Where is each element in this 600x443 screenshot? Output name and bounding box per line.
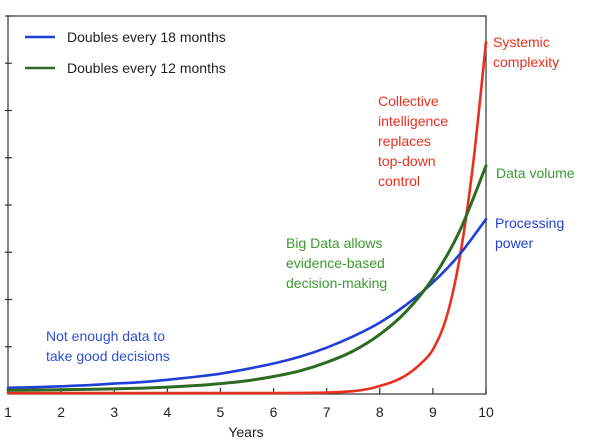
legend-label-12-months: Doubles every 12 months: [67, 60, 226, 76]
annotation-not-enough-data: Not enough data to: [46, 328, 165, 344]
x-tick-label: 2: [57, 404, 65, 420]
series-lines: [6, 40, 488, 395]
series-line-data-volume: [6, 164, 488, 392]
x-tick-label: 7: [323, 404, 331, 420]
annotation-collective-intelligence: intelligence: [378, 113, 448, 129]
x-tick-label: 5: [217, 404, 225, 420]
legend-label-18-months: Doubles every 18 months: [67, 29, 226, 45]
annotation-collective-intelligence: control: [378, 173, 420, 189]
series-label-processing-power: power: [495, 235, 533, 251]
series-label-systemic-complexity: complexity: [493, 54, 559, 70]
x-tick-label: 10: [478, 404, 494, 420]
series-label-data-volume: Data volume: [496, 165, 575, 181]
x-tick-label: 9: [429, 404, 437, 420]
annotations: Systemic complexity Data volume Processing p…: [46, 34, 575, 364]
series-line-processing-power: [6, 217, 488, 390]
series-label-processing-power: Processing: [495, 215, 564, 231]
x-tick-label: 8: [376, 404, 384, 420]
annotation-collective-intelligence: replaces: [378, 133, 431, 149]
annotation-collective-intelligence: Collective: [378, 93, 439, 109]
legend: Doubles every 18 months Doubles every 12…: [25, 29, 226, 76]
series-line-systemic-complexity: [6, 40, 488, 395]
annotation-big-data: evidence-based: [286, 255, 385, 271]
x-tick-label: 6: [270, 404, 278, 420]
annotation-collective-intelligence: top-down: [378, 153, 436, 169]
series-label-systemic-complexity: Systemic: [493, 34, 550, 50]
x-axis-label: Years: [228, 424, 263, 440]
x-tick-label: 4: [163, 404, 171, 420]
x-tick-label: 3: [110, 404, 118, 420]
annotation-big-data: Big Data allows: [286, 235, 383, 251]
x-tick-label: 1: [4, 404, 12, 420]
annotation-big-data: decision-making: [286, 275, 387, 291]
annotation-not-enough-data: take good decisions: [46, 348, 170, 364]
